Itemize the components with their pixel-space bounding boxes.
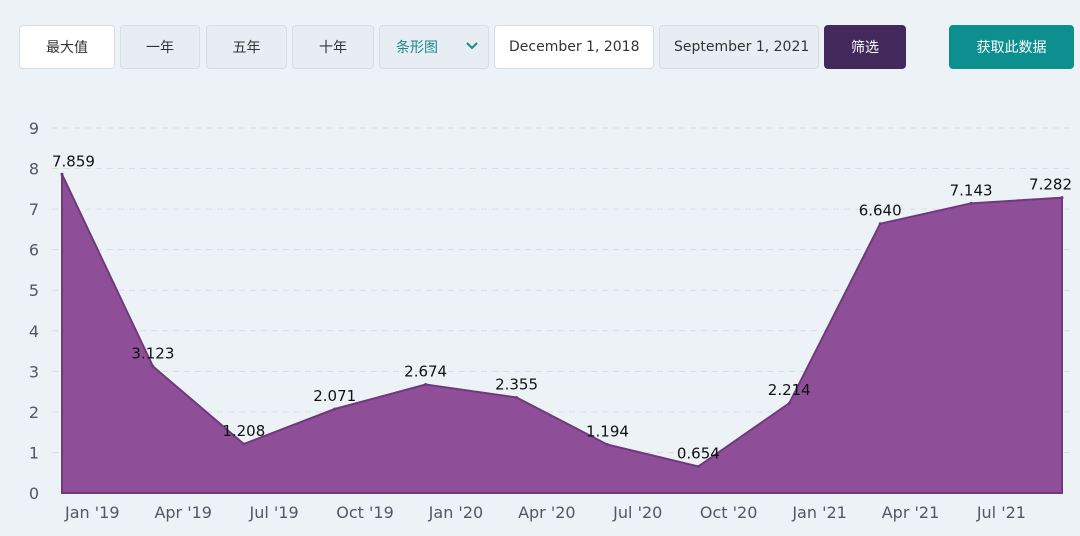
- data-point: [696, 464, 700, 468]
- data-point: [787, 401, 791, 405]
- x-tick-label: Apr '20: [518, 503, 576, 522]
- area-chart: 0 1 2 3 4 5 6 7 8 9 7.859 3.123 1.208 2.071 2.674 2.35…: [29, 119, 1072, 522]
- x-tick-label: Apr '19: [154, 503, 212, 522]
- chart-type-select-value: 条形图: [396, 40, 438, 56]
- data-point: [605, 443, 609, 447]
- y-tick-label: 1: [29, 443, 39, 462]
- x-tick-label: Jan '19: [64, 503, 120, 522]
- data-label: 7.859: [52, 152, 95, 170]
- data-label: 1.208: [222, 422, 265, 440]
- ten-year-button[interactable]: 十年: [292, 25, 374, 69]
- x-tick-label: Apr '21: [882, 503, 940, 522]
- data-label: 0.654: [677, 444, 720, 462]
- y-tick-label: 9: [29, 119, 39, 138]
- data-point: [424, 383, 428, 387]
- y-tick-label: 6: [29, 241, 39, 260]
- toolbar: 最大值 一年 五年 十年 条形图 December 1, 2018 Septem…: [0, 0, 1080, 80]
- area-series: [61, 173, 1063, 494]
- x-axis-ticks: Jan '19 Apr '19 Jul '19 Oct '19 Jan '20 Apr '…: [64, 503, 1026, 522]
- data-point: [60, 172, 64, 176]
- start-date-field[interactable]: December 1, 2018: [494, 25, 654, 69]
- filter-button[interactable]: 筛选: [824, 25, 906, 69]
- data-label: 7.143: [950, 181, 993, 199]
- y-tick-label: 0: [29, 484, 39, 503]
- x-tick-label: Jan '21: [791, 503, 847, 522]
- data-point: [878, 222, 882, 226]
- fetch-data-button[interactable]: 获取此数据: [949, 25, 1074, 69]
- data-label: 3.123: [131, 344, 174, 362]
- y-tick-label: 7: [29, 200, 39, 219]
- data-point: [515, 395, 519, 399]
- end-date-field[interactable]: September 1, 2021: [659, 25, 819, 69]
- data-label: 2.674: [404, 363, 447, 381]
- data-label: 6.640: [859, 202, 902, 220]
- data-point: [333, 407, 337, 411]
- y-tick-label: 3: [29, 362, 39, 381]
- data-label: 2.071: [313, 387, 356, 405]
- data-point: [969, 201, 973, 205]
- five-year-button[interactable]: 五年: [206, 25, 287, 69]
- chart-type-select[interactable]: 条形图: [379, 25, 489, 69]
- y-tick-label: 2: [29, 403, 39, 422]
- grid-lines: [52, 127, 1072, 453]
- data-label: 2.355: [495, 375, 538, 393]
- x-tick-label: Jan '20: [428, 503, 484, 522]
- x-tick-label: Oct '20: [700, 503, 758, 522]
- data-label: 7.282: [1029, 176, 1072, 194]
- data-point: [151, 364, 155, 368]
- y-tick-label: 8: [29, 160, 39, 179]
- y-tick-label: 4: [29, 322, 39, 341]
- max-range-button[interactable]: 最大值: [19, 25, 115, 69]
- x-tick-label: Jul '20: [612, 503, 662, 522]
- x-tick-label: Jul '19: [249, 503, 299, 522]
- data-point: [242, 442, 246, 446]
- chevron-down-icon: [466, 42, 478, 50]
- y-axis-ticks: 0 1 2 3 4 5 6 7 8 9: [29, 119, 39, 503]
- y-tick-label: 5: [29, 281, 39, 300]
- data-point: [1060, 196, 1064, 200]
- data-label: 2.214: [768, 381, 811, 399]
- x-tick-label: Jul '21: [976, 503, 1026, 522]
- one-year-button[interactable]: 一年: [120, 25, 200, 69]
- x-tick-label: Oct '19: [336, 503, 394, 522]
- data-labels: 7.859 3.123 1.208 2.071 2.674 2.355 1.194 0.654…: [52, 152, 1072, 468]
- data-label: 1.194: [586, 423, 629, 441]
